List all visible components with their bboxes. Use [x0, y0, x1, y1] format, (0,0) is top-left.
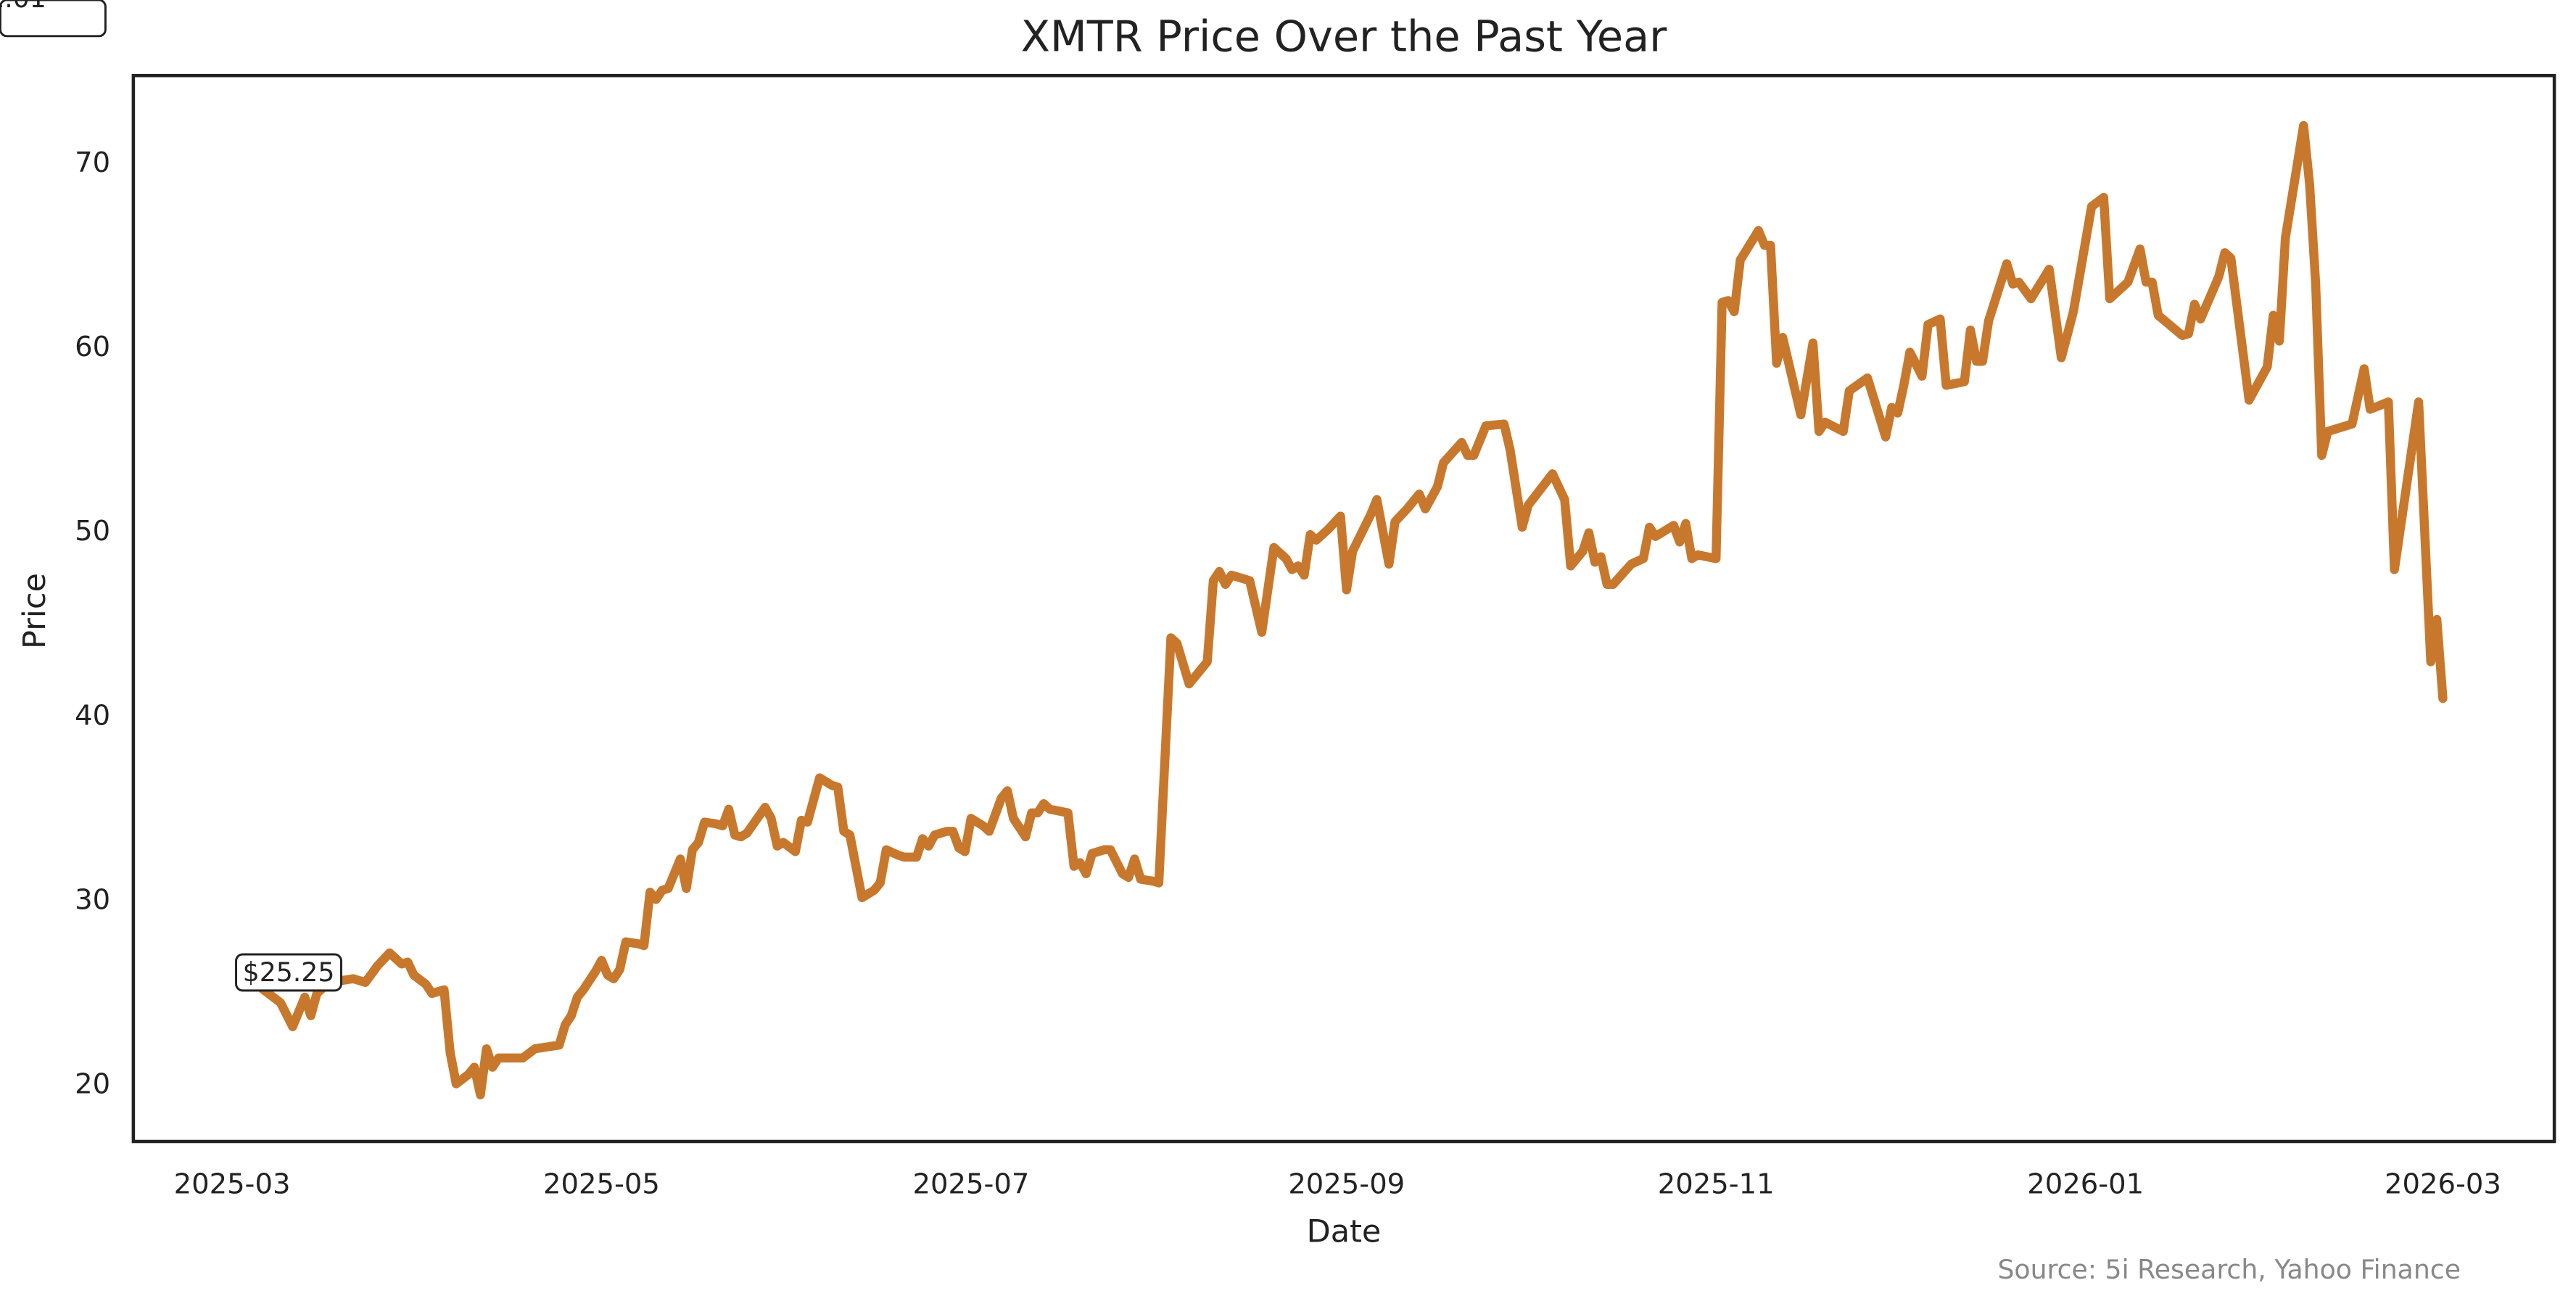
x-tick-label: 2025-11 — [1658, 1168, 1775, 1201]
value-annotation: $25.25 — [235, 953, 342, 992]
annotation-box — [0, 0, 107, 38]
y-tick-label: 50 — [75, 515, 110, 548]
x-tick-label: 2025-03 — [174, 1168, 291, 1201]
axes-frame — [131, 73, 2556, 1144]
x-axis-label: Date — [1307, 1213, 1382, 1250]
price-line — [257, 120, 2448, 1099]
y-tick-label: 70 — [75, 146, 110, 179]
y-tick-label: 30 — [75, 883, 110, 916]
y-tick-label: 60 — [75, 331, 110, 363]
annotation-box — [235, 953, 342, 992]
value-label: $41.01 — [0, 0, 46, 14]
value-annotation: $41.01 — [0, 0, 107, 38]
y-axis-label: Price — [17, 573, 53, 649]
x-tick-label: 2025-05 — [543, 1168, 660, 1201]
x-tick-label: 2025-09 — [1288, 1168, 1405, 1201]
y-tick-label: 20 — [75, 1068, 110, 1100]
x-tick-label: 2025-07 — [913, 1168, 1030, 1201]
y-tick-label: 40 — [75, 699, 110, 732]
chart-title: XMTR Price Over the Past Year — [1021, 11, 1668, 61]
plot-area: 20 30 40 50 60 70 2025-03 2025-05 2025-07 2025-09… — [0, 0, 2501, 1201]
value-label: $25.25 — [243, 957, 335, 988]
x-tick-label: 2026-01 — [2027, 1168, 2144, 1201]
x-tick-label: 2026-03 — [2385, 1168, 2501, 1201]
source-note: Source: 5i Research, Yahoo Finance — [1997, 1254, 2461, 1285]
